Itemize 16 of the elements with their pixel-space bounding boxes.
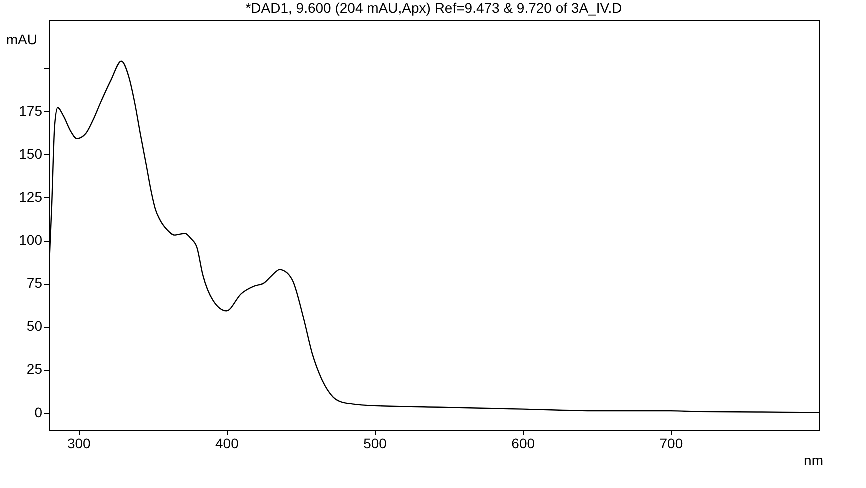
chart-title: *DAD1, 9.600 (204 mAU,Apx) Ref=9.473 & 9.720 of 3A_IV.D (246, 0, 622, 16)
y-tick-label: 125 (19, 188, 43, 205)
y-tick-label: 0 (34, 404, 43, 420)
y-axis-title: mAU (6, 32, 38, 48)
y-tick-label: 25 (26, 361, 43, 378)
y-tick-label: 75 (26, 275, 43, 292)
x-tick-label: 600 (512, 436, 536, 452)
y-tick-label: 50 (26, 318, 43, 334)
y-tick-label: 100 (19, 232, 43, 248)
y-tick-label: 150 (19, 146, 43, 162)
x-tick-label: 400 (216, 436, 240, 452)
x-tick-label: 500 (364, 436, 388, 452)
x-tick-label: 300 (67, 436, 92, 452)
x-tick-label: 700 (660, 436, 684, 452)
x-axis-title: nm (804, 452, 824, 468)
y-tick-label: 175 (19, 102, 43, 119)
